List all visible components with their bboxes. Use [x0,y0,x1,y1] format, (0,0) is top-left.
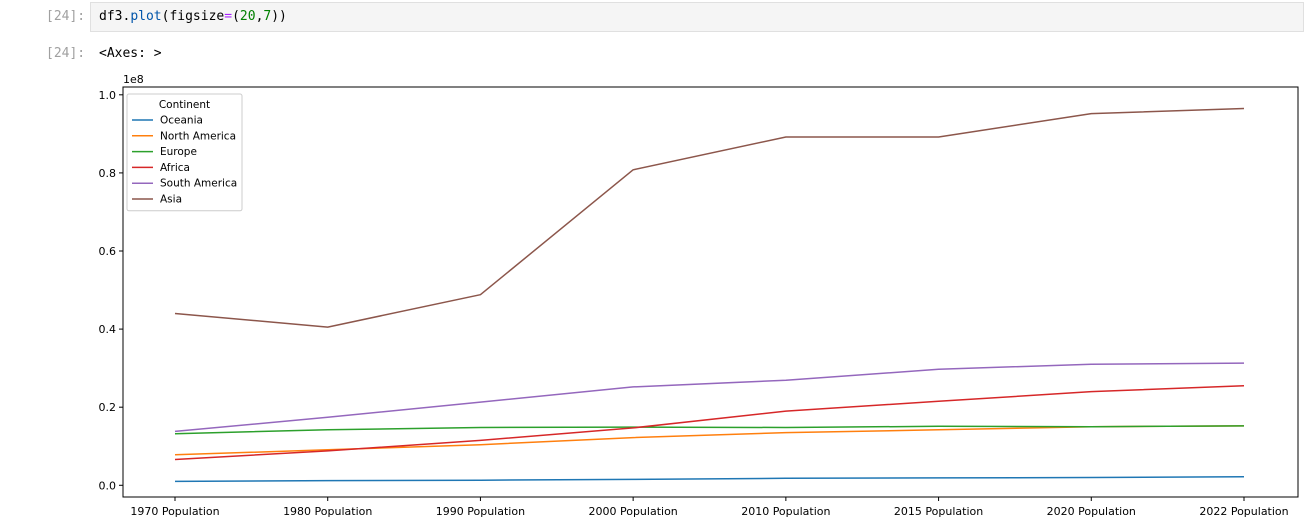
y-tick-label: 0.6 [99,245,117,258]
series-line-south-america [174,362,1245,433]
axes-frame [122,86,1299,498]
output-text: <Axes: > [99,46,162,61]
code-number-2: 7 [263,9,272,24]
legend-entry: North America [160,130,236,142]
code-object: df3 [99,9,123,24]
series-line-europe [174,425,1245,435]
code-equals: = [224,9,233,24]
y-tick-label: 0.2 [99,401,117,414]
series-line-africa [174,384,1245,461]
x-tick-label: 2010 Population [741,505,830,518]
x-tick-label: 1970 Population [130,505,219,518]
y-scale-label: 1e8 [123,73,144,86]
code-comma: , [255,9,264,24]
x-tick-label: 1990 Population [436,505,525,518]
legend-entry: Asia [160,194,182,206]
x-tick-label: 2015 Population [894,505,983,518]
code-number-1: 20 [239,9,256,24]
code-close: )) [271,9,287,24]
code-open: (figsize [161,9,225,24]
output-prompt: [24]: [46,46,86,61]
x-tick-label: 2020 Population [1047,505,1136,518]
legend-entry: Oceania [160,115,203,127]
code-method: plot [130,9,162,24]
y-tick-label: 1.0 [99,89,117,102]
legend-entry: Europe [160,146,197,158]
y-tick-label: 0.0 [99,479,117,492]
legend-entry: South America [160,178,237,190]
legend-box [126,93,243,212]
code-line: df3.plot(figsize=(20,7)) [99,9,287,24]
x-tick-label: 1980 Population [283,505,372,518]
code-dot: . [122,9,131,24]
series-line-asia [174,107,1245,328]
legend-title: Continent [159,99,210,111]
y-tick-label: 0.4 [99,323,117,336]
y-tick-label: 0.8 [99,167,117,180]
series-line-oceania [174,475,1245,483]
x-tick-label: 2000 Population [588,505,677,518]
x-tick-label: 2022 Population [1199,505,1288,518]
code-paren: ( [232,9,240,24]
input-prompt: [24]: [46,9,86,24]
legend-entry: Africa [160,162,190,174]
code-cell-editor[interactable]: df3.plot(figsize=(20,7)) [90,2,1304,32]
